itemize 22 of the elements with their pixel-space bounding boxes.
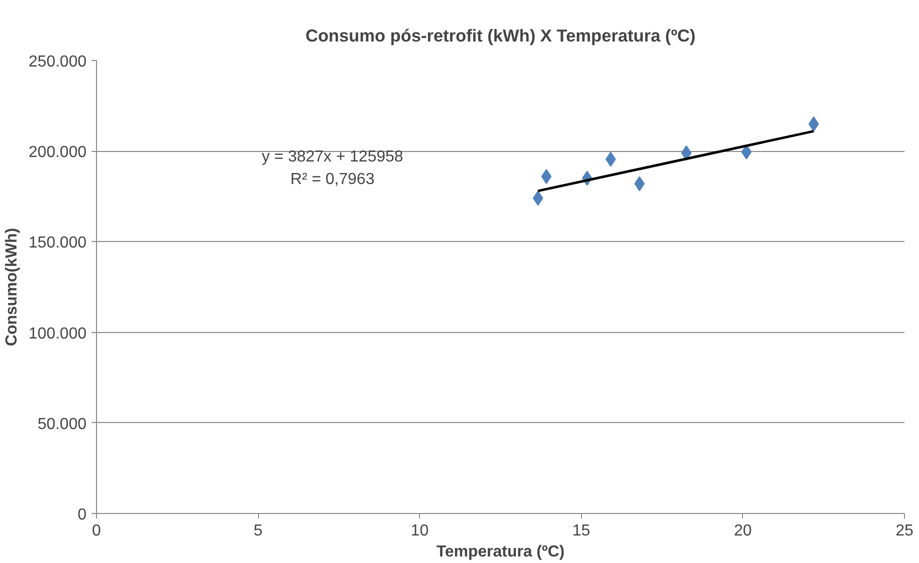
point xyxy=(681,145,692,160)
x-tick-label: 20 xyxy=(734,522,752,540)
x-axis-title: Temperatura (ºC) xyxy=(436,544,565,560)
x-tick-label: 0 xyxy=(92,522,102,540)
x-tick-label: 10 xyxy=(410,522,429,540)
point xyxy=(532,190,544,206)
chart-title: Consumo pós-retrofit (kWh) X Temperatura (ºC) xyxy=(305,26,696,46)
y-tick-label: 200.000 xyxy=(28,144,87,162)
point xyxy=(741,144,752,160)
annotation: y = 3827x + 125958 xyxy=(262,148,404,166)
y-tick-label: 100.000 xyxy=(28,325,87,342)
y-axis-title: Consumo(kWh) xyxy=(4,228,21,346)
x-tick-label: 5 xyxy=(254,522,263,540)
x-tick-label: 25 xyxy=(896,522,914,540)
y-tick-label: 50.000 xyxy=(38,416,87,433)
y-tick-label: 250.000 xyxy=(28,54,87,70)
point xyxy=(541,168,552,184)
annotation: R² = 0,7963 xyxy=(290,171,375,188)
x-tick-label: 15 xyxy=(572,522,590,540)
y-tick-label: 150.000 xyxy=(28,234,87,252)
y-tick-label: 0 xyxy=(78,506,87,524)
point xyxy=(634,176,645,192)
